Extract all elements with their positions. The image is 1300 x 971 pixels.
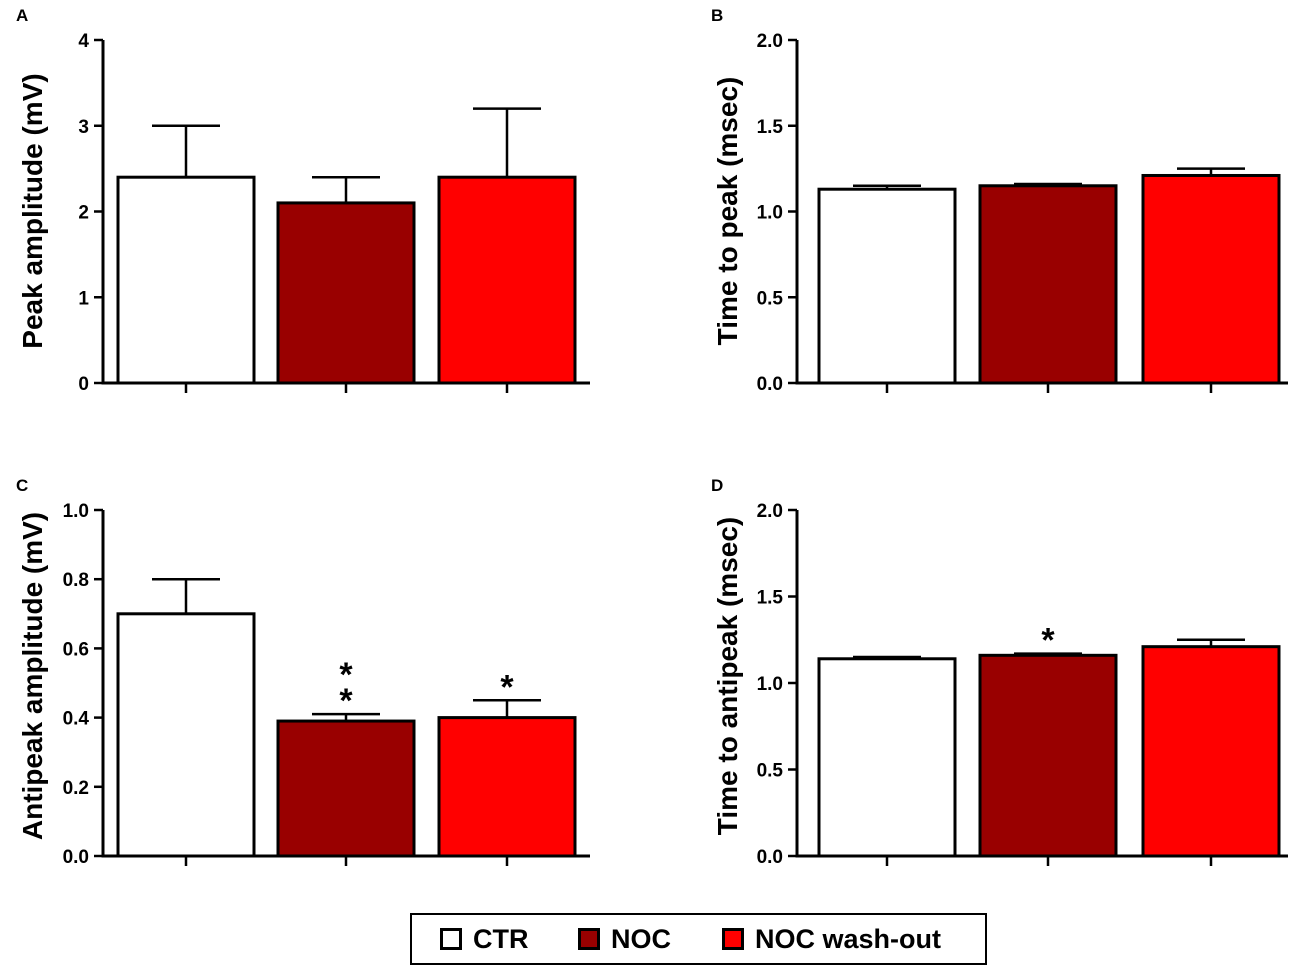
- y-tick-label-d-1: 0.5: [757, 761, 784, 782]
- y-tick-label-b-3: 1.5: [757, 117, 784, 138]
- y-axis-label-c: Antipeak amplitude (mV): [17, 512, 48, 840]
- y-tick-label-a-2: 2: [78, 203, 89, 224]
- legend-item-noc-wash-out: NOC wash-out: [722, 925, 941, 953]
- panel-label-a: A: [16, 6, 28, 25]
- y-tick-label-b-0: 0.0: [757, 374, 783, 395]
- y-tick-label-d-3: 1.5: [757, 588, 784, 609]
- bar-c-ctr: [116, 612, 256, 858]
- bar-c-noc: [276, 719, 416, 858]
- y-tick-label-d-4: 2.0: [757, 501, 783, 522]
- bar-d-ctr: [817, 657, 957, 858]
- panel-label-c: C: [16, 476, 28, 495]
- legend-item-noc: NOC: [578, 925, 671, 953]
- y-tick-label-c-4: 0.8: [63, 570, 89, 591]
- y-tick-label-b-1: 0.5: [757, 288, 784, 309]
- bar-b-ctr: [817, 187, 957, 385]
- legend: CTR NOC NOC wash-out: [410, 913, 987, 965]
- bar-b-noc-wash-out: [1141, 173, 1281, 385]
- legend-label-ctr: CTR: [473, 924, 529, 954]
- bar-d-noc-wash-out: [1141, 645, 1281, 858]
- bar-a-noc: [276, 201, 416, 385]
- panel-label-b: B: [711, 6, 723, 25]
- y-tick-label-d-0: 0.0: [757, 847, 783, 868]
- bar-a-noc-wash-out: [437, 175, 577, 385]
- y-tick-label-a-1: 1: [78, 288, 89, 309]
- legend-swatch-ctr: [440, 928, 462, 950]
- y-tick-label-c-1: 0.2: [63, 778, 89, 799]
- y-tick-label-a-0: 0: [78, 374, 89, 395]
- significance-c-1-0: *: [339, 656, 353, 694]
- bar-b-noc: [978, 184, 1118, 385]
- bar-c-noc-wash-out: [437, 716, 577, 858]
- y-tick-label-b-2: 1.0: [757, 203, 783, 224]
- legend-item-ctr: CTR: [440, 925, 529, 953]
- panel-d: D Time to antipeak (msec) * 0.0 0.5 1.0 1.5 2.0: [711, 476, 1288, 868]
- y-tick-label-c-3: 0.6: [63, 639, 89, 660]
- y-tick-label-a-3: 3: [78, 117, 89, 138]
- y-axis-label-d: Time to antipeak (msec): [712, 517, 743, 835]
- bar-d-noc: [978, 653, 1118, 858]
- bar-a-ctr: [116, 175, 256, 385]
- legend-label-noc: NOC: [611, 924, 671, 954]
- legend-swatch-noc-wash-out: [722, 928, 744, 950]
- y-tick-label-d-2: 1.0: [757, 674, 783, 695]
- y-tick-label-b-4: 2.0: [757, 31, 783, 52]
- significance-c-1-1: *: [339, 682, 353, 720]
- legend-label-noc-wash-out: NOC wash-out: [755, 924, 941, 954]
- y-axis-label-a: Peak amplitude (mV): [17, 73, 48, 348]
- y-tick-label-c-5: 1.0: [63, 501, 89, 522]
- legend-swatch-noc: [578, 928, 600, 950]
- y-axis-label-b: Time to peak (msec): [712, 77, 743, 346]
- significance-d-1-0: *: [1041, 622, 1055, 660]
- y-tick-label-c-2: 0.4: [63, 709, 90, 730]
- panel-b: B Time to peak (msec) 0.0 0.5 1.0 1.5 2.0: [711, 6, 1288, 395]
- y-tick-label-c-0: 0.0: [63, 847, 89, 868]
- panel-label-d: D: [711, 476, 723, 495]
- y-tick-label-a-4: 4: [78, 31, 89, 52]
- significance-c-2-0: *: [500, 668, 514, 706]
- panel-a: A Peak amplitude (mV) 0 1 2 3 4: [16, 6, 590, 395]
